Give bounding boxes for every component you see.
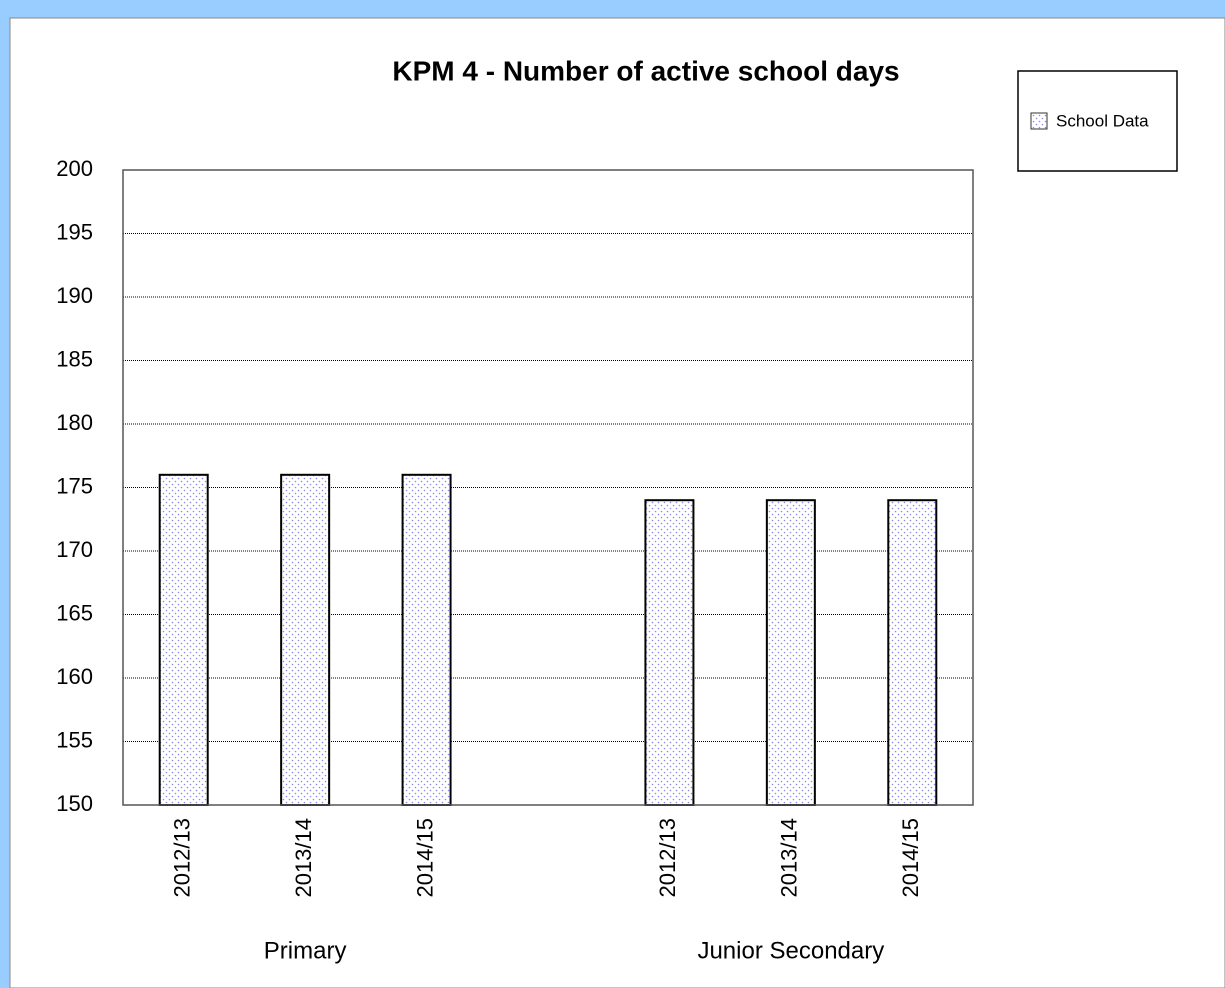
bar — [887, 499, 938, 806]
y-tick-label: 155 — [56, 727, 93, 752]
group-label: Junior Secondary — [697, 937, 884, 964]
y-tick-label: 150 — [56, 791, 93, 816]
legend-swatch — [1030, 112, 1048, 130]
x-tick-label: 2013/14 — [291, 818, 316, 898]
y-tick-label: 170 — [56, 537, 93, 562]
y-tick-label: 180 — [56, 410, 93, 435]
x-tick-label: 2012/13 — [655, 818, 680, 898]
bar — [401, 473, 452, 806]
y-tick-label: 195 — [56, 219, 93, 244]
y-tick-label: 160 — [56, 664, 93, 689]
panel — [9, 17, 1225, 988]
x-tick-label: 2012/13 — [170, 818, 195, 898]
plot-border — [122, 169, 974, 806]
bar — [765, 499, 816, 806]
x-tick-label: 2014/15 — [898, 818, 923, 898]
bar — [280, 473, 331, 806]
chart-title: KPM 4 - Number of active school days — [392, 55, 899, 86]
y-tick-label: 175 — [56, 473, 93, 498]
bar — [158, 473, 209, 806]
x-tick-label: 2014/15 — [412, 818, 437, 898]
y-tick-label: 190 — [56, 283, 93, 308]
x-tick-label: 2013/14 — [777, 818, 802, 898]
bar — [644, 499, 695, 806]
y-tick-label: 185 — [56, 346, 93, 371]
legend-label: School Data — [1056, 111, 1149, 130]
y-tick-label: 165 — [56, 600, 93, 625]
y-tick-label: 200 — [56, 156, 93, 181]
group-label: Primary — [264, 937, 347, 964]
